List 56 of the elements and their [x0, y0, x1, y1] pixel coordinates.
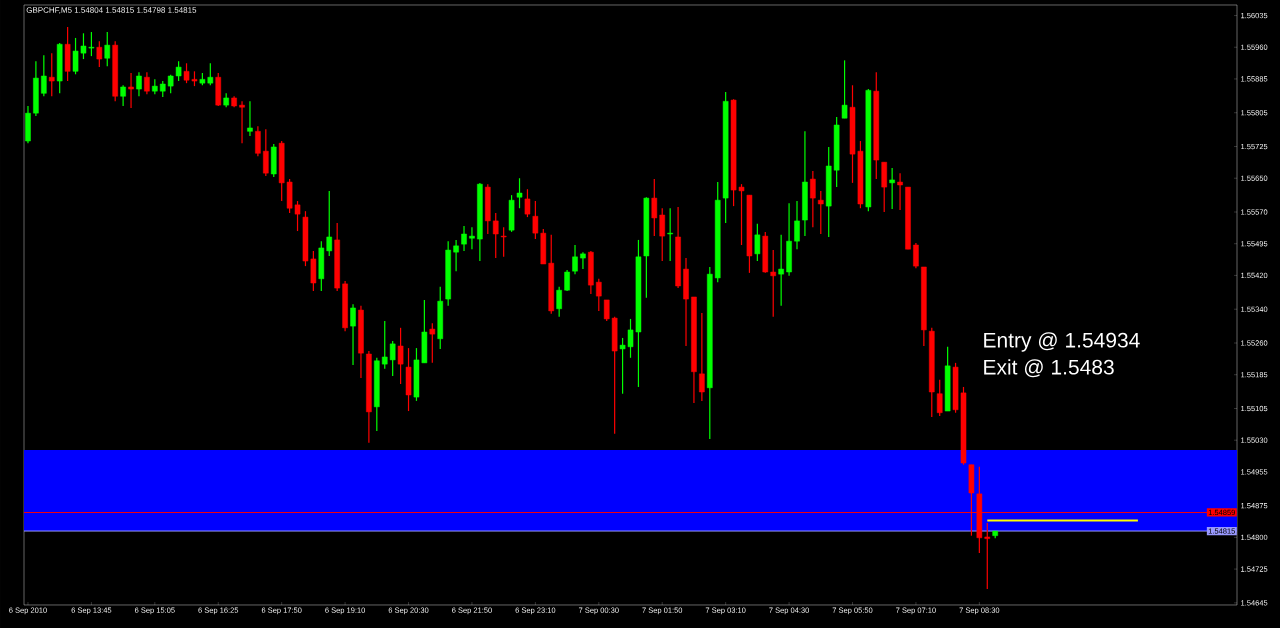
candlestick: [437, 286, 444, 350]
candlestick: [263, 128, 269, 177]
candlestick: [659, 207, 666, 262]
candlestick: [215, 72, 222, 107]
candlestick: [516, 177, 523, 209]
candlestick: [936, 379, 943, 417]
candlestick: [485, 183, 491, 235]
candlestick: [48, 52, 55, 97]
candlestick: [746, 194, 753, 274]
candlestick: [374, 357, 380, 432]
candlestick: [41, 54, 47, 97]
candlestick: [707, 266, 713, 440]
candlestick: [762, 231, 769, 274]
candlestick: [334, 222, 340, 292]
candlestick: [944, 346, 951, 412]
candlestick: [270, 143, 277, 178]
candlestick: [104, 31, 111, 67]
candlestick: [128, 72, 134, 109]
candlestick: [580, 251, 586, 270]
candlestick: [492, 212, 499, 259]
candlestick: [928, 327, 935, 418]
candlestick: [889, 167, 895, 210]
candlestick: [112, 40, 118, 102]
candlestick: [881, 161, 887, 213]
candlestick: [56, 42, 63, 94]
candlestick: [818, 190, 824, 235]
candlestick: [714, 181, 721, 283]
candlestick: [770, 249, 776, 318]
candlestick: [500, 226, 507, 258]
candlestick: [556, 286, 562, 318]
candlestick: [429, 322, 436, 364]
candlestick: [667, 207, 673, 262]
candlestick: [905, 186, 911, 250]
candlestick: [405, 347, 412, 412]
candlestick: [524, 188, 531, 218]
candlestick: [651, 178, 658, 237]
candlestick: [548, 234, 555, 315]
candlestick: [508, 194, 515, 233]
candlestick: [722, 91, 729, 224]
candlestick: [778, 234, 784, 307]
candlestick: [754, 223, 761, 262]
candlestick: [247, 100, 253, 137]
candlestick: [865, 88, 872, 212]
candlestick: [96, 40, 103, 68]
candlestick: [897, 172, 903, 211]
candlestick: [397, 327, 404, 385]
candlestick: [841, 59, 848, 119]
candlestick: [445, 240, 451, 307]
chart-title: GBPCHF,M5 1.54804 1.54815 1.54798 1.54815: [26, 7, 197, 14]
annotation: Entry @ 1.54934: [984, 332, 1140, 352]
annotation: Exit @ 1.5483: [984, 359, 1114, 378]
candlestick: [64, 26, 71, 82]
candlestick: [873, 71, 880, 180]
candlestick: [596, 278, 602, 312]
candlestick: [469, 226, 475, 250]
candlestick: [239, 100, 245, 144]
